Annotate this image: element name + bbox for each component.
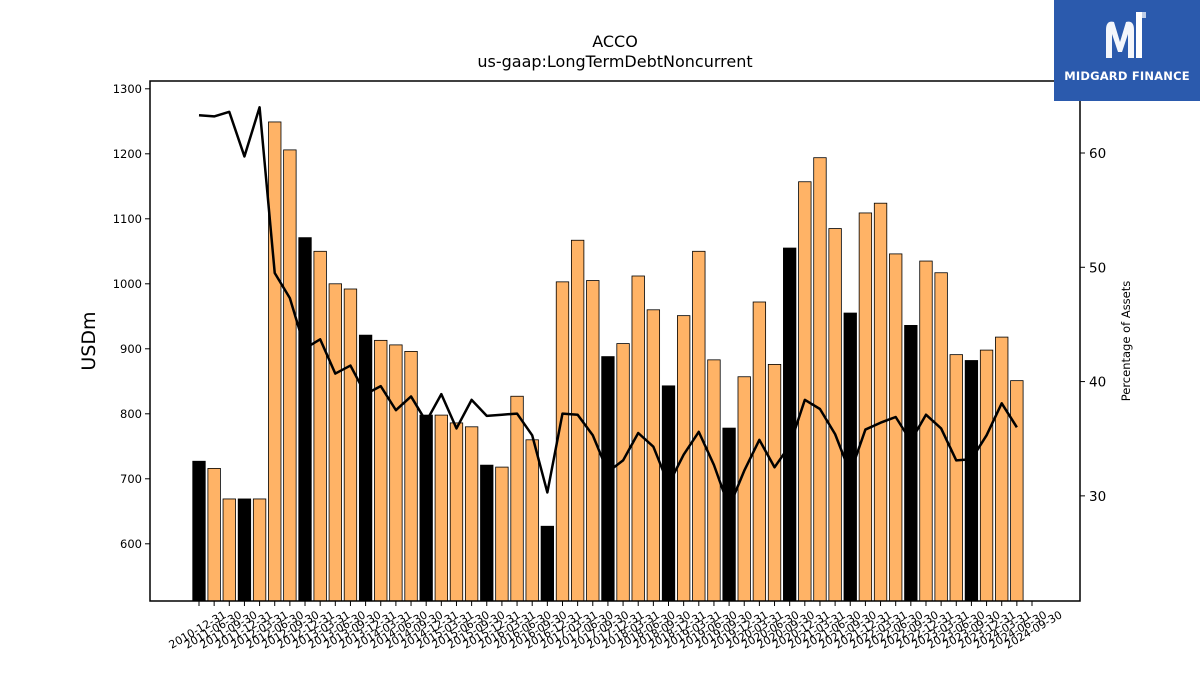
chart-subtitle: us-gaap:LongTermDebtNoncurrent (477, 52, 753, 71)
bar (601, 356, 615, 602)
bar (434, 414, 448, 602)
y-tick-label: 900 (120, 342, 142, 356)
bar (889, 253, 903, 602)
bar (677, 315, 691, 602)
bar (616, 343, 630, 602)
y-tick-label: 1100 (113, 212, 142, 226)
bar (540, 525, 554, 602)
bar (586, 280, 600, 602)
bar (661, 385, 676, 602)
chart-title: ACCO (592, 32, 638, 51)
bar (949, 354, 963, 602)
y-tick-label: 600 (120, 537, 142, 551)
bar (298, 237, 312, 602)
y-tick-label: 700 (120, 472, 142, 486)
bar (222, 498, 236, 602)
left-axis: 600 700 800 900 1000 1100 1200 1300 (113, 82, 150, 551)
bar (964, 360, 979, 602)
bar (510, 395, 524, 602)
y2-tick-label: 60 (1089, 146, 1106, 162)
y-tick-label: 1300 (113, 82, 142, 96)
bar (464, 426, 479, 602)
bar (525, 439, 539, 602)
bar (979, 349, 994, 602)
bar (328, 283, 342, 602)
y2-tick-label: 50 (1089, 260, 1106, 276)
bar (813, 157, 827, 602)
y-tick-label: 800 (120, 407, 142, 421)
plot-frame (149, 80, 1081, 602)
y2-axis-label: Percentage of Assets (1119, 281, 1133, 402)
y-tick-label: 1200 (113, 147, 142, 161)
bar (358, 334, 373, 602)
y2-tick-label: 30 (1089, 489, 1106, 505)
bar (449, 422, 464, 602)
bar (722, 427, 736, 602)
bar (904, 324, 918, 602)
bar (828, 228, 842, 602)
bar (692, 250, 706, 602)
bar (419, 414, 433, 602)
bar (207, 467, 221, 602)
bar (283, 149, 297, 602)
bar (237, 498, 252, 602)
right-axis: 30 40 50 60 (1080, 146, 1106, 505)
bar (767, 363, 782, 602)
bar (480, 464, 494, 602)
bar (1010, 380, 1024, 602)
bar (268, 121, 282, 602)
bar (783, 247, 797, 602)
bar (343, 288, 358, 602)
brand-name: MIDGARD FINANCE (1064, 69, 1190, 83)
percentage-line (198, 106, 1018, 509)
bar (374, 339, 388, 602)
bar (737, 376, 751, 602)
y2-tick-label: 40 (1089, 375, 1106, 391)
midgard-logo-icon (1106, 12, 1146, 59)
bar (313, 250, 327, 602)
x-axis: 2010-12-312011-06-302011-09-302011-12-31… (167, 601, 1065, 652)
bar (192, 460, 206, 602)
bar (995, 336, 1009, 602)
bar (404, 350, 418, 602)
bar (389, 344, 403, 602)
bar (252, 498, 267, 602)
brand-logo: MIDGARD FINANCE (1054, 0, 1200, 101)
bar (873, 202, 888, 602)
bar (919, 260, 933, 602)
bar (495, 466, 509, 602)
bar (798, 181, 812, 602)
y-tick-label: 1000 (113, 277, 142, 291)
bar (858, 212, 873, 602)
y-axis-label: USDm (78, 311, 100, 370)
bars-group (192, 121, 1024, 602)
